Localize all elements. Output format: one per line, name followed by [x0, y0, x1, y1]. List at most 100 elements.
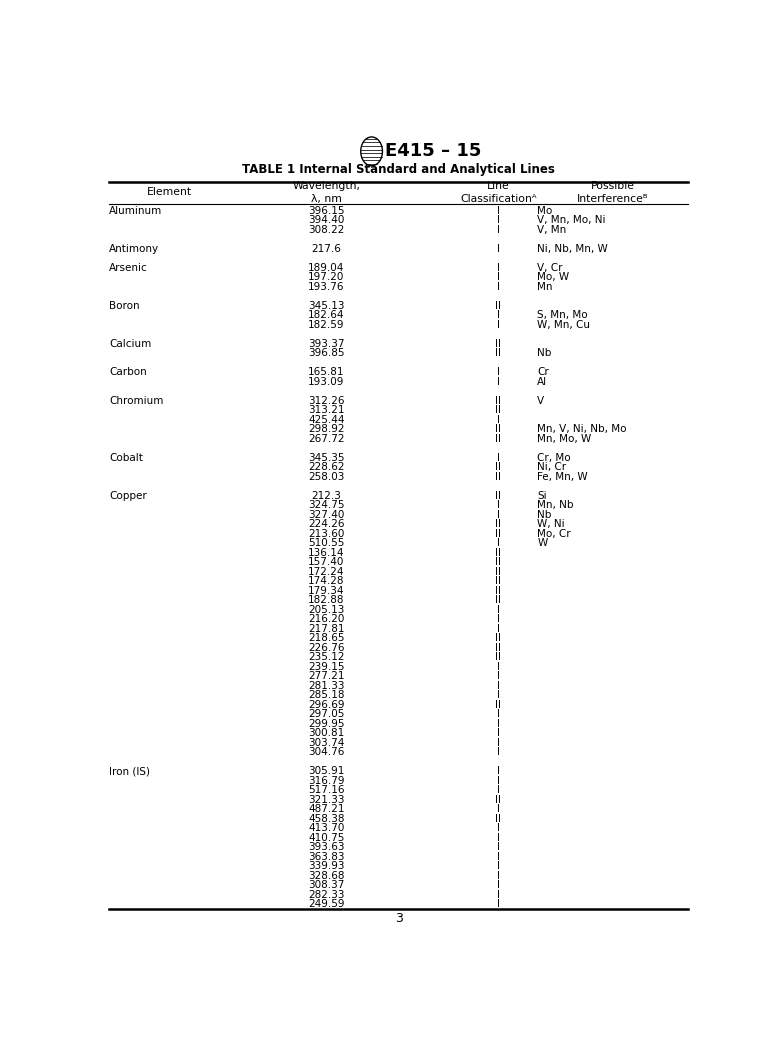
Text: II: II [496, 301, 501, 310]
Circle shape [361, 137, 383, 166]
Text: 224.26: 224.26 [308, 519, 345, 529]
Text: 517.16: 517.16 [308, 785, 345, 795]
Text: I: I [496, 538, 499, 549]
Text: Carbon: Carbon [109, 367, 147, 377]
Text: II: II [496, 462, 501, 473]
Text: Chromium: Chromium [109, 396, 163, 406]
Text: I: I [496, 747, 499, 757]
Text: I: I [496, 262, 499, 273]
Text: 296.69: 296.69 [308, 700, 345, 710]
Text: 189.04: 189.04 [308, 262, 345, 273]
Text: 216.20: 216.20 [308, 614, 345, 625]
Text: 239.15: 239.15 [308, 662, 345, 671]
Text: Ni, Cr: Ni, Cr [538, 462, 566, 473]
Text: Mn, Mo, W: Mn, Mo, W [538, 434, 591, 443]
Text: 312.26: 312.26 [308, 396, 345, 406]
Text: Fe, Mn, W: Fe, Mn, W [538, 472, 588, 482]
Text: 396.85: 396.85 [308, 348, 345, 358]
Text: 487.21: 487.21 [308, 804, 345, 814]
Text: 345.13: 345.13 [308, 301, 345, 310]
Text: I: I [496, 320, 499, 330]
Text: 305.91: 305.91 [308, 766, 345, 777]
Text: I: I [496, 414, 499, 425]
Text: 282.33: 282.33 [308, 890, 345, 899]
Text: 136.14: 136.14 [308, 548, 345, 558]
Text: E415 – 15: E415 – 15 [385, 143, 482, 160]
Text: Iron (IS): Iron (IS) [109, 766, 150, 777]
Text: I: I [496, 206, 499, 215]
Text: W, Ni: W, Ni [538, 519, 565, 529]
Text: Line
Classificationᴬ: Line Classificationᴬ [460, 181, 537, 204]
Text: 217.81: 217.81 [308, 624, 345, 634]
Text: II: II [496, 396, 501, 406]
Text: II: II [496, 338, 501, 349]
Text: I: I [496, 709, 499, 719]
Text: Cr, Mo: Cr, Mo [538, 453, 571, 462]
Text: 299.95: 299.95 [308, 718, 345, 729]
Text: II: II [496, 633, 501, 643]
Text: 285.18: 285.18 [308, 690, 345, 701]
Text: 300.81: 300.81 [308, 728, 345, 738]
Text: 258.03: 258.03 [308, 472, 345, 482]
Text: 267.72: 267.72 [308, 434, 345, 443]
Text: 193.76: 193.76 [308, 282, 345, 291]
Text: I: I [496, 244, 499, 254]
Text: I: I [496, 823, 499, 833]
Text: II: II [496, 700, 501, 710]
Text: I: I [496, 272, 499, 282]
Text: 165.81: 165.81 [308, 367, 345, 377]
Text: I: I [496, 377, 499, 386]
Text: I: I [496, 766, 499, 777]
Text: 324.75: 324.75 [308, 500, 345, 510]
Text: Wavelength,
λ, nm: Wavelength, λ, nm [293, 181, 360, 204]
Text: 425.44: 425.44 [308, 414, 345, 425]
Text: V, Mn: V, Mn [538, 225, 566, 234]
Text: II: II [496, 434, 501, 443]
Text: Copper: Copper [109, 490, 147, 501]
Text: II: II [496, 586, 501, 595]
Text: I: I [496, 852, 499, 862]
Text: Cr: Cr [538, 367, 549, 377]
Text: II: II [496, 576, 501, 586]
Text: Mn, V, Ni, Nb, Mo: Mn, V, Ni, Nb, Mo [538, 424, 627, 434]
Text: 413.70: 413.70 [308, 823, 345, 833]
Text: II: II [496, 814, 501, 823]
Text: 213.60: 213.60 [308, 529, 345, 538]
Text: I: I [496, 738, 499, 747]
Text: I: I [496, 510, 499, 519]
Text: I: I [496, 842, 499, 853]
Text: 327.40: 327.40 [308, 510, 345, 519]
Text: I: I [496, 225, 499, 234]
Text: 157.40: 157.40 [308, 557, 345, 567]
Text: 297.05: 297.05 [308, 709, 345, 719]
Text: 394.40: 394.40 [308, 215, 345, 225]
Text: I: I [496, 310, 499, 321]
Text: I: I [496, 870, 499, 881]
Text: II: II [496, 557, 501, 567]
Text: II: II [496, 595, 501, 605]
Text: 228.62: 228.62 [308, 462, 345, 473]
Text: I: I [496, 605, 499, 614]
Text: 218.65: 218.65 [308, 633, 345, 643]
Text: Antimony: Antimony [109, 244, 159, 254]
Text: II: II [496, 490, 501, 501]
Text: I: I [496, 728, 499, 738]
Text: S, Mn, Mo: S, Mn, Mo [538, 310, 588, 321]
Text: Arsenic: Arsenic [109, 262, 148, 273]
Text: I: I [496, 681, 499, 690]
Text: 308.22: 308.22 [308, 225, 345, 234]
Text: I: I [496, 453, 499, 462]
Text: I: I [496, 500, 499, 510]
Text: II: II [496, 348, 501, 358]
Text: V, Mn, Mo, Ni: V, Mn, Mo, Ni [538, 215, 606, 225]
Text: 339.93: 339.93 [308, 861, 345, 871]
Text: Possible
Interferenceᴮ: Possible Interferenceᴮ [577, 181, 649, 204]
Text: 298.92: 298.92 [308, 424, 345, 434]
Text: 458.38: 458.38 [308, 814, 345, 823]
Text: 179.34: 179.34 [308, 586, 345, 595]
Text: Element: Element [147, 187, 192, 197]
Text: I: I [496, 624, 499, 634]
Text: V, Cr: V, Cr [538, 262, 563, 273]
Text: 182.88: 182.88 [308, 595, 345, 605]
Text: II: II [496, 424, 501, 434]
